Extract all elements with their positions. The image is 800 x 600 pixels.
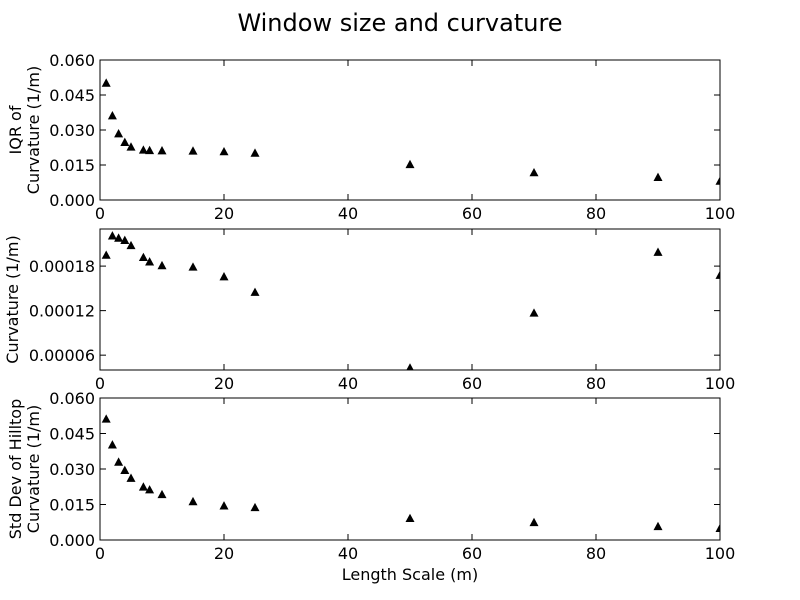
x-tick-label: 0: [95, 374, 105, 393]
data-point: [406, 363, 414, 370]
y-axis-label: Curvature (1/m): [3, 235, 22, 363]
x-tick-label: 60: [462, 544, 482, 563]
y-tick-label: 0.045: [49, 86, 95, 105]
data-point: [405, 159, 415, 169]
data-point: [101, 250, 111, 259]
data-point: [107, 111, 117, 120]
y-tick-label: 0.030: [49, 121, 95, 140]
data-point: [101, 414, 111, 423]
data-point: [145, 485, 155, 494]
x-tick-label: 40: [338, 204, 358, 223]
data-point: [653, 521, 663, 531]
data-point: [126, 240, 136, 250]
panel-iqr: 0 20 40 60 80 100 0.000 0.015 0.030 0.045 0.060 IQR…: [6, 51, 735, 223]
y-tick-label: 0.00012: [29, 302, 95, 321]
y-axis-label: IQR of: [6, 105, 25, 154]
data-point: [157, 260, 167, 270]
x-tick-label: 20: [214, 544, 234, 563]
data-point: [126, 142, 136, 151]
x-tick-label: 20: [214, 204, 234, 223]
data-point: [114, 129, 124, 138]
panel-stddev: 0 20 40 60 80 100 0.000 0.015 0.030 0.045 0.060 Std…: [6, 389, 735, 563]
x-tick-label: 80: [586, 374, 606, 393]
y-tick-label: 0.015: [49, 496, 95, 515]
y-axis-label: Curvature (1/m): [24, 66, 43, 194]
data-point: [126, 473, 136, 482]
y-tick-label: 0.060: [49, 51, 95, 70]
panel-median: 0 20 40 60 80 100 0.00006 0.00012 0.00018 Curvatu…: [3, 228, 736, 393]
plot-frame: [99, 59, 721, 201]
x-tick-label: 100: [705, 544, 736, 563]
y-axis-label: Std Dev of Hilltop: [6, 399, 25, 539]
y-tick-label: 0.00006: [29, 346, 95, 365]
x-tick-label: 60: [462, 374, 482, 393]
y-tick-label: 0.030: [49, 460, 95, 479]
data-point: [114, 457, 124, 466]
series-markers: [101, 414, 720, 532]
data-point: [653, 172, 663, 181]
y-tick-label: 0.045: [49, 425, 95, 444]
chart-title: Window size and curvature: [237, 9, 562, 37]
data-point: [188, 262, 198, 271]
data-point: [138, 252, 148, 262]
x-tick-label: 80: [586, 204, 606, 223]
data-point: [114, 233, 124, 242]
data-point: [715, 523, 720, 532]
x-axis-label: Length Scale (m): [342, 565, 478, 584]
x-tick-label: 40: [338, 544, 358, 563]
data-point: [529, 308, 539, 317]
plot-frame: [99, 228, 721, 371]
data-point: [157, 146, 167, 155]
data-point: [145, 145, 155, 155]
x-tick-label: 100: [705, 374, 736, 393]
y-axis-label: Curvature (1/m): [24, 405, 43, 533]
x-tick-label: 80: [586, 544, 606, 563]
data-point: [145, 257, 155, 266]
data-point: [101, 78, 111, 87]
x-tick-label: 0: [95, 544, 105, 563]
data-point: [219, 146, 229, 156]
y-tick-label: 0.00018: [29, 257, 95, 276]
data-point: [715, 176, 720, 185]
series-markers: [101, 231, 720, 370]
x-tick-label: 20: [214, 374, 234, 393]
x-tick-label: 40: [338, 374, 358, 393]
data-point: [219, 501, 229, 510]
series-markers: [101, 78, 720, 185]
data-point: [120, 235, 130, 244]
data-point: [715, 270, 720, 279]
data-point: [219, 271, 229, 281]
data-point: [120, 137, 130, 146]
data-point: [138, 145, 148, 154]
data-point: [188, 146, 198, 155]
y-tick-label: 0.060: [49, 389, 95, 408]
data-point: [250, 502, 260, 512]
y-tick-label: 0.015: [49, 156, 95, 175]
data-point: [107, 231, 117, 240]
y-tick-label: 0.000: [49, 191, 95, 210]
data-point: [107, 440, 117, 449]
y-tick-label: 0.000: [49, 531, 95, 550]
data-point: [250, 287, 260, 296]
data-point: [188, 496, 198, 506]
data-point: [250, 148, 260, 157]
data-point: [405, 513, 415, 523]
data-point: [120, 465, 130, 475]
x-tick-label: 0: [95, 204, 105, 223]
data-point: [529, 167, 539, 177]
data-point: [653, 247, 663, 256]
data-point: [157, 489, 167, 499]
x-tick-label: 60: [462, 204, 482, 223]
panels: 0 20 40 60 80 100 0.000 0.015 0.030 0.045 0.060 IQR…: [3, 51, 735, 563]
data-point: [529, 517, 539, 527]
data-point: [138, 482, 148, 491]
x-tick-label: 100: [705, 204, 736, 223]
